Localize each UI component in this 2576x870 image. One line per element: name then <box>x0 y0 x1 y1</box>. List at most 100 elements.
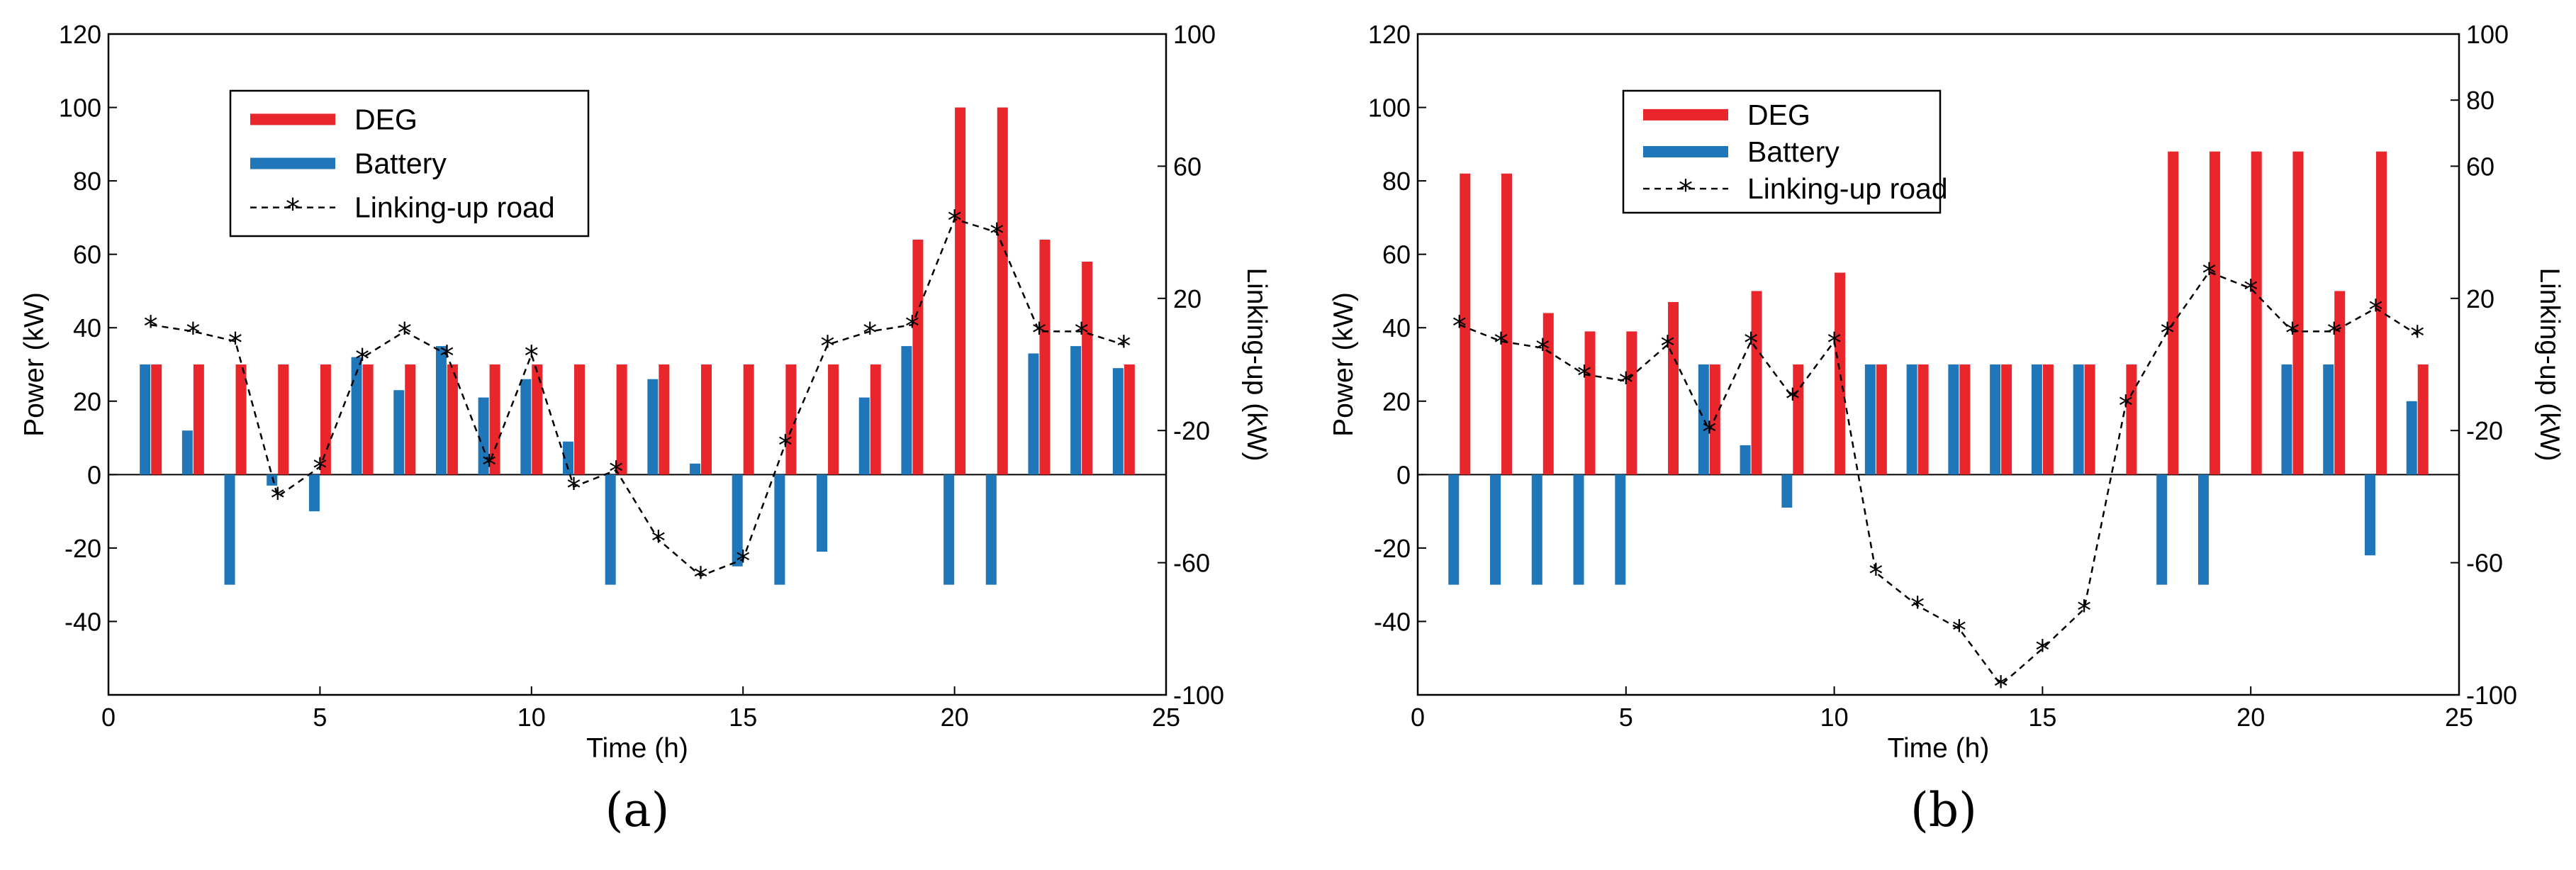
battery-bar <box>647 379 659 475</box>
deg-bar <box>151 364 162 475</box>
y-left-tick-label: 120 <box>59 20 101 49</box>
linking-up-point: * <box>651 525 666 558</box>
battery-bar <box>2406 401 2417 475</box>
battery-bar <box>1864 364 1876 475</box>
x-axis-label: Time (h) <box>586 733 688 764</box>
battery-bar <box>2031 364 2042 475</box>
linking-up-point: * <box>821 330 835 363</box>
battery-bar <box>435 346 447 475</box>
y-right-axis-label: Linking-up (kW) <box>1241 267 1272 461</box>
legend-battery-swatch <box>250 157 335 169</box>
linking-up-point: * <box>398 317 412 350</box>
y-left-tick-label: 60 <box>73 240 101 269</box>
linking-up-point: * <box>439 340 454 373</box>
y-right-tick-label: -20 <box>1173 416 1210 445</box>
x-tick-label: 5 <box>1619 703 1633 732</box>
plot-frame <box>107 33 1167 696</box>
x-tick-label: 25 <box>1152 703 1180 732</box>
legend-deg-label: DEG <box>1747 99 1810 131</box>
deg-bar <box>2209 151 2220 475</box>
y-right-tick-label: -100 <box>2466 681 2517 710</box>
linking-up-point: * <box>2119 390 2133 423</box>
y-right-tick-label: 100 <box>2466 20 2509 49</box>
chart-panel-b: * * * * * * * * * * * * * * * * * * * * * * * * 0 5 10 15 20 25 -40 -20… <box>1328 20 2565 837</box>
y-right-tick-label: 60 <box>2466 152 2494 181</box>
battery-bar <box>393 390 405 475</box>
battery-bar <box>2073 364 2084 475</box>
deg-bar <box>2126 364 2137 475</box>
x-tick-label: 10 <box>517 703 546 732</box>
deg-bar <box>870 364 881 475</box>
deg-bar <box>2292 151 2304 475</box>
deg-bar <box>1124 364 1135 475</box>
battery-bar <box>351 357 362 475</box>
legend-deg-label: DEG <box>354 103 418 135</box>
y-left-tick-label: 40 <box>73 313 101 342</box>
linking-up-point: * <box>2285 317 2300 350</box>
linking-up-point: * <box>271 482 285 515</box>
battery-bar <box>308 474 320 512</box>
linking-up-point: * <box>1452 311 1467 343</box>
deg-bar <box>2417 364 2429 475</box>
deg-bar <box>1039 239 1051 475</box>
battery-bar <box>1906 364 1917 475</box>
y-left-tick-label: 100 <box>1368 94 1411 123</box>
linking-up-point: * <box>609 456 623 489</box>
legend-battery-label: Battery <box>354 147 447 180</box>
battery-bar <box>605 474 616 585</box>
linking-up-point: * <box>905 311 919 343</box>
linking-up-point: * <box>1910 591 1925 624</box>
linking-up-point: * <box>1952 615 1966 647</box>
y-left-tick-label: 120 <box>1368 20 1411 49</box>
deg-bar <box>1751 291 1762 475</box>
deg-bar <box>1460 173 1471 475</box>
battery-bar <box>1112 368 1124 475</box>
linking-up-point: * <box>1116 330 1131 363</box>
legend-deg-swatch <box>1643 108 1728 121</box>
y-left-tick-label: 100 <box>59 94 101 123</box>
battery-bar <box>1490 474 1501 585</box>
battery-bar <box>858 397 870 475</box>
deg-bar <box>1626 331 1637 475</box>
battery-bar <box>520 379 532 475</box>
deg-bar <box>573 364 585 475</box>
linking-up-point: * <box>736 545 750 578</box>
deg-bar <box>2168 151 2179 475</box>
linking-up-line <box>1459 270 2418 686</box>
deg-bar <box>1668 301 1679 475</box>
deg-bar <box>447 364 458 475</box>
battery-bar <box>1990 364 2001 475</box>
linking-up-point: * <box>1577 360 1591 393</box>
linking-up-point: * <box>694 562 708 594</box>
battery-bar <box>732 474 743 567</box>
deg-bar <box>362 364 374 475</box>
x-tick-label: 15 <box>729 703 757 732</box>
y-right-axis-label: Linking-up (kW) <box>2534 267 2565 461</box>
deg-bar <box>2042 364 2054 475</box>
deg-bar <box>278 364 289 475</box>
deg-bar <box>489 364 500 475</box>
x-tick-label: 15 <box>2028 703 2056 732</box>
linking-up-point: * <box>355 344 369 377</box>
battery-bar <box>901 346 912 475</box>
linking-up-point: * <box>2410 320 2424 353</box>
deg-bar <box>955 107 966 475</box>
linking-up-point: * <box>186 317 200 350</box>
deg-bar <box>532 364 543 475</box>
y-left-tick-label: -20 <box>65 534 101 563</box>
battery-bar <box>478 397 489 475</box>
battery-bar <box>224 474 235 585</box>
battery-bar <box>1740 445 1751 475</box>
linking-up-point: * <box>228 327 242 359</box>
deg-bar <box>2084 364 2095 475</box>
linking-up-point: * <box>1827 327 1842 359</box>
linking-up-point: * <box>1661 330 1675 363</box>
linking-up-point: * <box>2077 595 2091 628</box>
linking-up-point: * <box>1619 367 1633 399</box>
deg-bar <box>193 364 204 475</box>
y-left-tick-label: -40 <box>1374 607 1411 636</box>
linking-up-point: * <box>1869 559 1883 591</box>
legend: DEG Battery * Linking-up road <box>229 89 590 238</box>
deg-bar <box>743 364 754 475</box>
